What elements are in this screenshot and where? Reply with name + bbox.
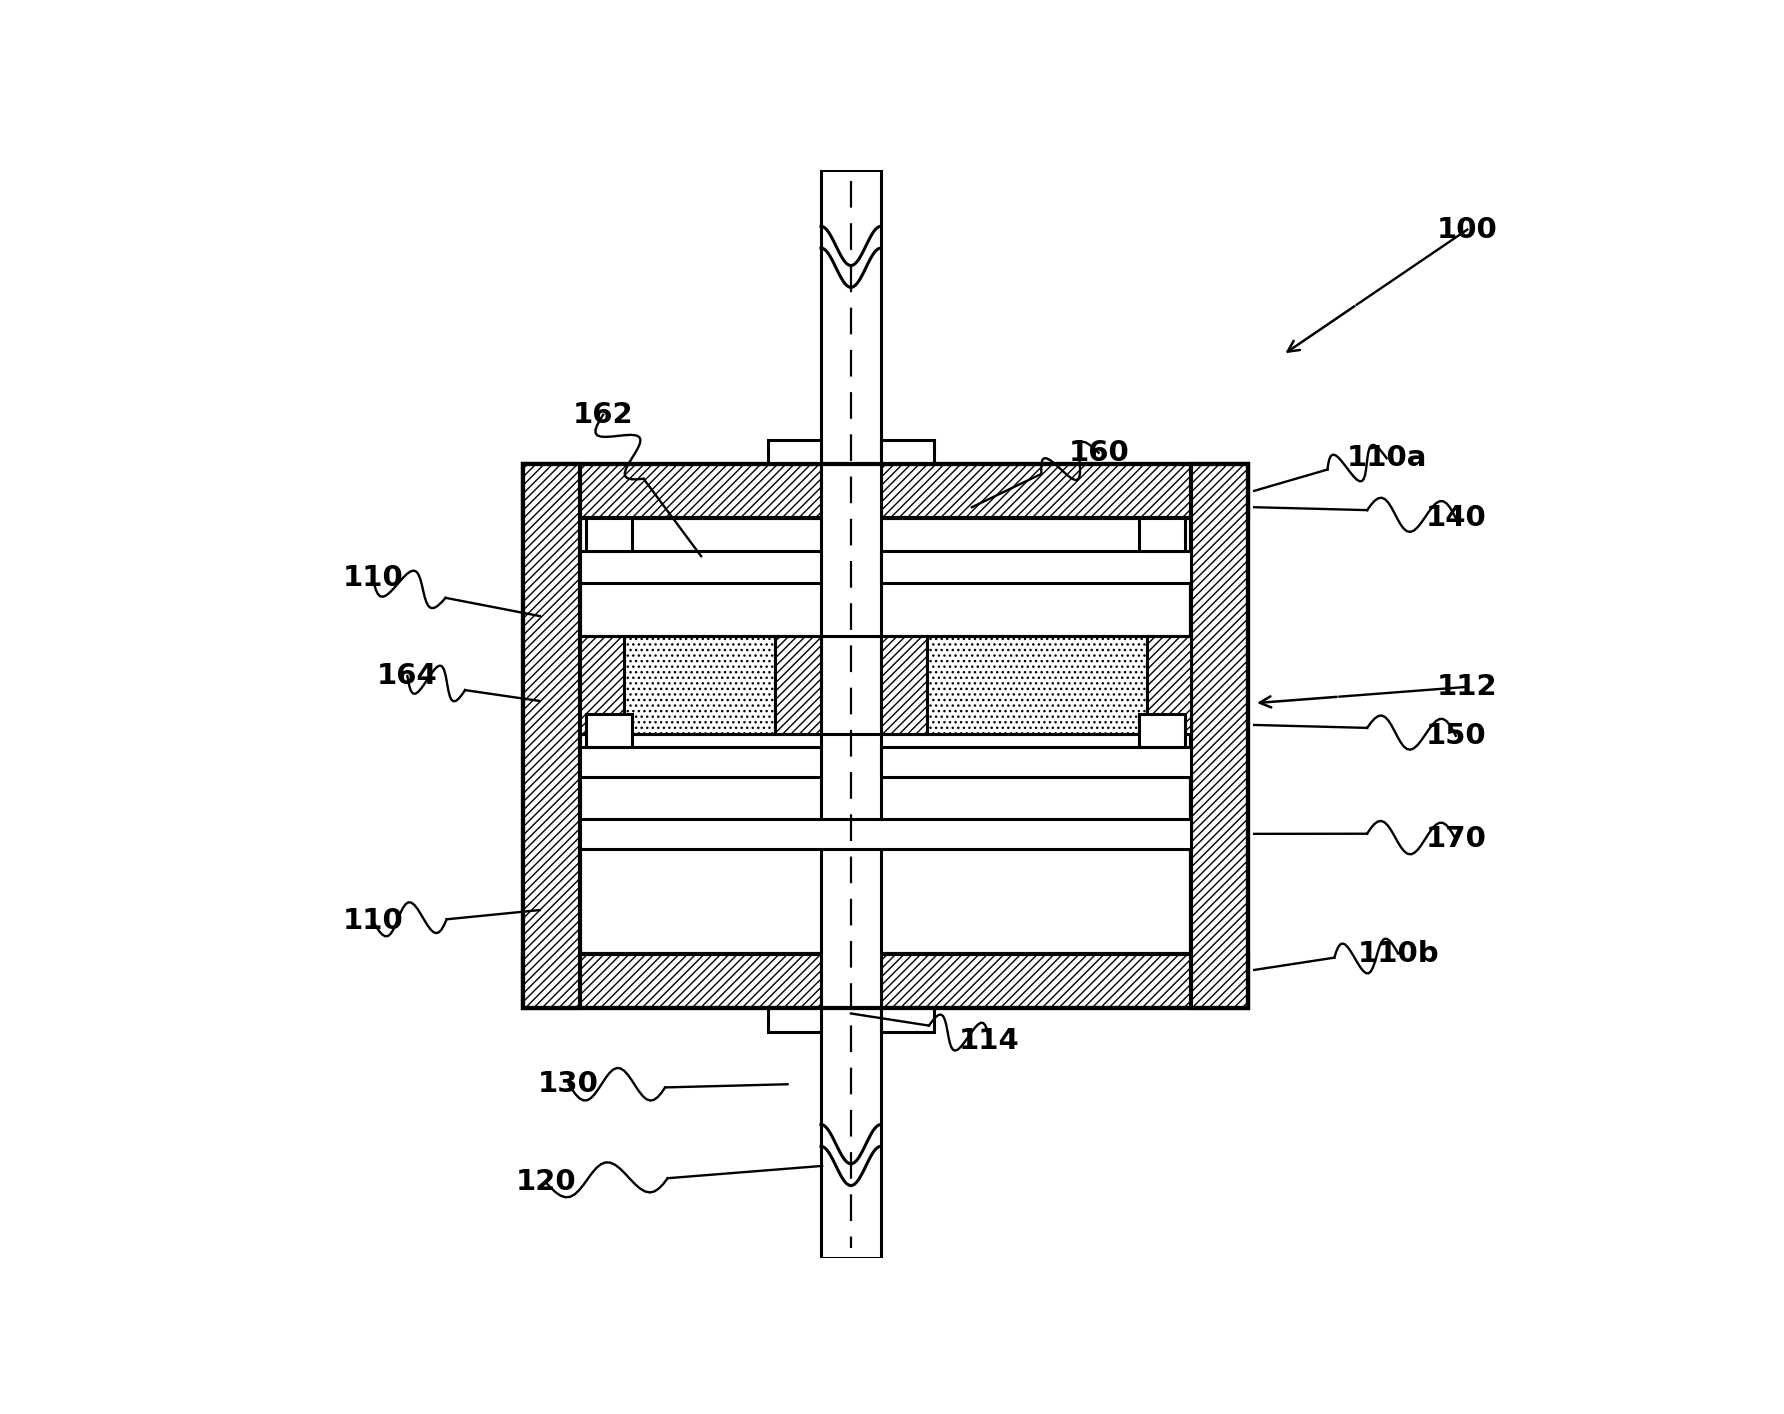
Bar: [523, 953, 1249, 1008]
Bar: [881, 440, 933, 464]
Bar: [580, 636, 624, 734]
Bar: [928, 636, 1147, 734]
Bar: [1138, 714, 1185, 747]
Bar: [523, 464, 580, 1008]
Bar: [580, 819, 1192, 848]
Text: 110: 110: [343, 906, 403, 935]
Text: 170: 170: [1425, 826, 1486, 853]
Bar: [585, 714, 632, 747]
Bar: [1192, 464, 1249, 1008]
Bar: [821, 170, 881, 464]
Text: 130: 130: [539, 1070, 599, 1099]
Bar: [1147, 636, 1192, 734]
Text: 110a: 110a: [1347, 444, 1427, 472]
Bar: [881, 550, 1192, 584]
Bar: [624, 636, 774, 734]
Bar: [881, 636, 928, 734]
Bar: [821, 464, 881, 1008]
Text: 110: 110: [343, 564, 403, 592]
Text: 164: 164: [376, 662, 437, 690]
Text: 100: 100: [1436, 215, 1499, 243]
Bar: [767, 1008, 821, 1032]
Text: 150: 150: [1425, 721, 1486, 749]
Text: 140: 140: [1425, 503, 1486, 532]
Bar: [881, 1008, 933, 1032]
Text: 160: 160: [1069, 438, 1129, 467]
Text: 162: 162: [573, 400, 633, 428]
Text: 114: 114: [958, 1027, 1020, 1055]
Bar: [580, 747, 821, 778]
Bar: [1138, 518, 1185, 550]
Bar: [821, 953, 881, 1008]
Bar: [881, 747, 1192, 778]
Text: 110b: 110b: [1358, 939, 1440, 967]
Bar: [523, 464, 1249, 518]
Bar: [523, 464, 1249, 1008]
Bar: [821, 464, 881, 518]
Bar: [774, 636, 821, 734]
Bar: [767, 440, 821, 464]
Bar: [821, 1008, 881, 1258]
Text: 112: 112: [1438, 673, 1497, 701]
Text: 120: 120: [516, 1168, 576, 1196]
Bar: [580, 550, 821, 584]
Bar: [585, 518, 632, 550]
